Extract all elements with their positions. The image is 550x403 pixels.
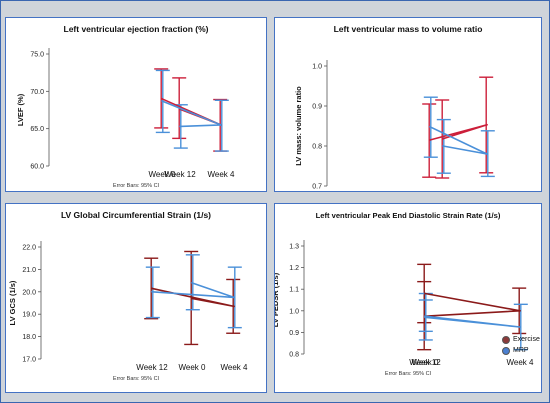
series-line	[429, 124, 488, 141]
data-point	[191, 297, 193, 300]
y-tick-label: 0.9	[289, 330, 299, 337]
y-tick-label: 0.9	[312, 104, 322, 111]
x-tick-label: Week 0	[149, 170, 177, 179]
chart-gcs: LV Global Circumferential Strain (1/s) 22…	[8, 210, 249, 382]
series-line	[424, 315, 521, 328]
data-point	[161, 97, 163, 100]
y-tick-label: 1.3	[289, 244, 299, 251]
series-line	[429, 126, 488, 155]
data-point	[151, 287, 153, 290]
data-point	[151, 290, 153, 293]
chart-mass-volume: Left ventricular mass to volume ratio 1.0…	[294, 24, 502, 191]
legend-label-mrp: MRP	[513, 347, 529, 354]
data-point	[519, 309, 521, 312]
x-tick-label: Week 4	[221, 363, 249, 372]
panel-mass-volume: Left ventricular mass to volume ratio 1.0…	[274, 17, 542, 192]
y-tick-label: 17.0	[22, 357, 36, 364]
data-point	[233, 296, 235, 299]
x-tick-label: Week 4	[208, 170, 236, 179]
data-point	[191, 281, 193, 284]
data-point	[161, 100, 163, 102]
chart-title: LV Global Circumferential Strain (1/s)	[61, 210, 211, 220]
x-tick-label: Week 0	[417, 190, 445, 191]
x-tick-label: Week 0	[412, 358, 440, 367]
x-tick-label: Week 0	[179, 363, 207, 372]
y-tick-label: 70.0	[30, 89, 44, 96]
y-tick-label: 1.2	[289, 265, 299, 272]
y-tick-label: 75.0	[30, 52, 44, 59]
panel-pedsr: Left ventricular Peak End Diastolic Stra…	[274, 203, 542, 393]
y-axis-label: LV PEDSR (1/s)	[275, 272, 280, 327]
data-point	[429, 139, 431, 141]
data-point	[486, 153, 488, 155]
data-point	[429, 125, 431, 128]
y-axis-label: LV GCS (1/s)	[8, 280, 17, 325]
chart-title: Left ventricular Peak End Diastolic Stra…	[316, 211, 501, 220]
legend: Exercise MRP	[502, 334, 540, 356]
legend-item-mrp: MRP	[502, 345, 540, 356]
legend-item-exercise: Exercise	[502, 334, 540, 345]
y-axis-label: LV mass: volume ratio	[294, 86, 303, 166]
chart-title: Left ventricular ejection fraction (%)	[64, 24, 209, 34]
x-tick-label: Week 4	[474, 190, 502, 191]
y-tick-label: 0.7	[312, 184, 322, 191]
series-line	[424, 292, 521, 317]
data-point	[424, 316, 426, 319]
data-point	[442, 137, 444, 140]
y-tick-label: 20.0	[22, 289, 36, 296]
y-tick-label: 22.0	[22, 245, 36, 252]
chart-title: Left ventricular mass to volume ratio	[334, 24, 483, 34]
y-tick-label: 19.0	[22, 312, 36, 319]
y-tick-label: 21.0	[22, 267, 36, 274]
data-point	[519, 326, 521, 328]
y-tick-label: 1.0	[312, 64, 322, 71]
x-tick-label: Week 12	[136, 363, 168, 372]
data-point	[220, 124, 222, 126]
data-point	[179, 125, 181, 128]
data-point	[442, 145, 444, 147]
data-point	[424, 292, 426, 295]
x-tick-label: Week 12	[164, 170, 196, 179]
series-line	[161, 100, 222, 128]
y-axis-label: LVEF (%)	[16, 93, 25, 126]
error-bar-note: Error Bars: 95% CI	[113, 183, 160, 189]
data-point	[486, 123, 488, 126]
x-tick-label: Week 12	[427, 190, 459, 191]
legend-swatch-exercise	[502, 335, 510, 344]
y-tick-label: 0.8	[289, 352, 299, 359]
y-tick-label: 1.1	[289, 287, 299, 294]
panel-gcs: LV Global Circumferential Strain (1/s) 22…	[5, 203, 267, 393]
error-bar-note: Error Bars: 95% CI	[385, 371, 432, 377]
y-tick-label: 0.8	[312, 144, 322, 151]
x-tick-label: Week 4	[507, 358, 535, 367]
y-tick-label: 1.0	[289, 308, 299, 315]
legend-swatch-mrp	[502, 346, 510, 355]
y-tick-label: 18.0	[22, 334, 36, 341]
chart-pedsr: Left ventricular Peak End Diastolic Stra…	[275, 211, 535, 377]
chart-lvef: Left ventricular ejection fraction (%) 75…	[16, 24, 236, 189]
panel-lvef: Left ventricular ejection fraction (%) 75…	[5, 17, 267, 192]
legend-label-exercise: Exercise	[513, 336, 540, 343]
y-tick-label: 65.0	[30, 126, 44, 133]
error-bar-note: Error Bars: 95% CI	[113, 376, 160, 382]
x-tick-label: Week 12	[409, 358, 441, 367]
y-tick-label: 60.0	[30, 164, 44, 171]
data-point	[233, 305, 235, 308]
